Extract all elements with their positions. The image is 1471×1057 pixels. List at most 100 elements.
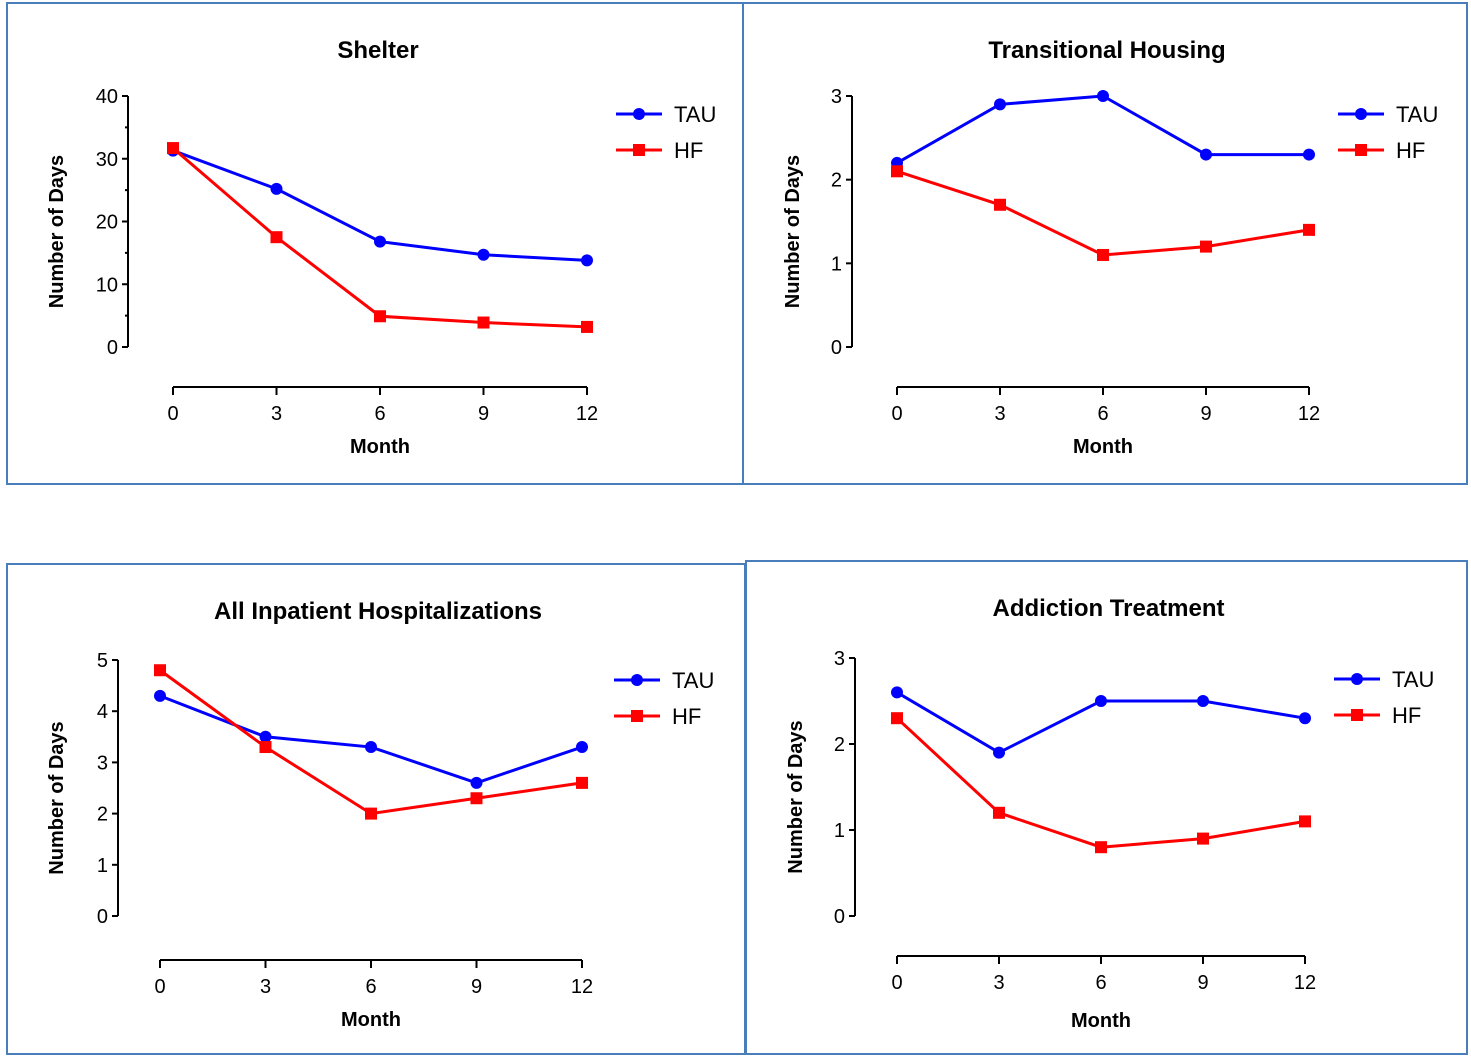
series-line-tau — [159, 694, 583, 785]
data-point-hf — [581, 320, 593, 333]
x-tick-label: 6 — [1095, 972, 1106, 994]
data-point-hf — [1200, 240, 1212, 253]
x-tick-label: 0 — [891, 403, 902, 425]
data-point-tau — [259, 730, 272, 743]
x-tick-label: 6 — [365, 976, 376, 998]
data-point-hf — [470, 792, 483, 805]
y-tick-label: 3 — [97, 752, 108, 774]
data-point-hf — [994, 198, 1006, 211]
data-point-tau — [470, 776, 483, 789]
y-tick-label: 40 — [96, 86, 118, 108]
y-tick-label: 2 — [831, 170, 842, 192]
data-point-tau — [993, 746, 1005, 759]
chart-panel-shelter: Shelter 0 10 20 30 40 Number of Days 0 3 6 9 12 Mont… — [6, 2, 746, 485]
x-tick-label: 9 — [1200, 403, 1211, 425]
series-line-tau — [896, 94, 1309, 165]
legend-label-hf: HF — [672, 704, 701, 729]
legend-marker-tau — [633, 108, 645, 120]
data-point-hf — [1095, 841, 1107, 854]
data-point-tau — [994, 98, 1006, 111]
y-tick-label: 3 — [831, 86, 842, 108]
legend-marker-tau — [1351, 673, 1363, 685]
data-point-hf — [1097, 248, 1109, 261]
chart-panel-transitional-housing: Transitional Housing 0 1 2 3 Number of Days 0 3… — [742, 2, 1468, 485]
x-tick-label: 6 — [374, 403, 385, 425]
chart-panel-all-inpatient-hospitalizations: All Inpatient Hospitalizations 0 1 2 3 4 5 Numb… — [6, 563, 746, 1055]
y-tick-label: 1 — [834, 820, 845, 842]
legend-label-tau: TAU — [1396, 102, 1438, 127]
x-tick-label: 3 — [260, 976, 271, 998]
chart-svg: Shelter 0 10 20 30 40 Number of Days 0 3 6 9 12 Mont… — [46, 37, 716, 458]
data-point-tau — [1097, 90, 1109, 102]
y-tick-label: 1 — [831, 253, 842, 275]
y-tick-label: 0 — [107, 337, 118, 359]
series-line-hf — [895, 717, 1306, 849]
x-tick-label: 9 — [471, 976, 482, 998]
data-point-tau — [477, 248, 490, 261]
series-line-hf — [896, 169, 1310, 257]
y-tick-label: 0 — [97, 906, 108, 928]
x-tick-label: 0 — [167, 403, 178, 425]
x-tick-label: 6 — [1097, 403, 1108, 425]
y-tick-label: 2 — [834, 734, 845, 756]
x-axis-label: Month — [341, 1009, 401, 1031]
data-point-tau — [576, 741, 588, 754]
chart-title: Shelter — [337, 37, 418, 64]
y-axis-label: Number of Days — [46, 721, 68, 874]
y-axis-label: Number of Days — [782, 155, 804, 308]
y-tick-label: 20 — [96, 212, 118, 234]
data-point-hf — [374, 310, 386, 323]
data-point-hf — [259, 741, 272, 754]
data-point-hf — [1299, 815, 1311, 828]
y-axis-label: Number of Days — [785, 720, 807, 873]
legend-label-tau: TAU — [1392, 667, 1434, 692]
data-point-hf — [1303, 223, 1315, 236]
legend-label-hf: HF — [1396, 138, 1425, 163]
legend-marker-hf — [1355, 144, 1367, 156]
data-point-hf — [576, 776, 588, 789]
data-point-hf — [477, 316, 490, 329]
chart-title: Transitional Housing — [988, 37, 1225, 64]
x-tick-label: 9 — [1197, 972, 1208, 994]
x-axis-label: Month — [1071, 1010, 1131, 1032]
y-tick-label: 4 — [97, 701, 108, 723]
data-point-tau — [891, 686, 903, 699]
x-tick-label: 3 — [271, 403, 282, 425]
y-tick-label: 2 — [97, 804, 108, 826]
data-point-hf — [993, 806, 1005, 819]
chart-svg: All Inpatient Hospitalizations012345Numb… — [46, 598, 714, 1031]
chart-title: All Inpatient Hospitalizations — [214, 598, 542, 625]
data-point-hf — [891, 712, 903, 725]
x-tick-label: 0 — [891, 972, 902, 994]
y-tick-label: 0 — [831, 337, 842, 359]
data-point-hf — [167, 142, 179, 155]
legend-marker-hf — [633, 144, 645, 156]
data-point-tau — [270, 182, 283, 195]
data-point-tau — [365, 741, 377, 754]
data-point-tau — [581, 254, 593, 267]
data-point-tau — [374, 235, 386, 248]
data-point-hf — [1197, 832, 1209, 845]
data-point-tau — [1200, 148, 1212, 161]
data-point-tau — [1303, 148, 1315, 161]
y-tick-label: 10 — [96, 274, 118, 296]
x-tick-label: 0 — [154, 976, 165, 998]
x-tick-label: 12 — [576, 403, 598, 425]
x-axis-label: Month — [1073, 436, 1133, 458]
x-tick-label: 12 — [571, 976, 593, 998]
legend-marker-hf — [1351, 709, 1363, 721]
chart-panel-addiction-treatment: Addiction Treatment 0 1 2 3 Number of Days 0 3 6… — [745, 560, 1468, 1055]
legend-marker-tau — [1355, 108, 1367, 120]
legend-label-tau: TAU — [672, 668, 714, 693]
data-point-tau — [154, 689, 166, 702]
data-point-hf — [154, 664, 166, 677]
x-tick-label: 12 — [1298, 403, 1320, 425]
x-tick-label: 3 — [994, 403, 1005, 425]
legend-marker-hf — [631, 710, 643, 722]
data-point-hf — [365, 807, 377, 820]
y-tick-label: 1 — [97, 855, 108, 877]
legend-label-tau: TAU — [674, 102, 716, 127]
chart-title: Addiction Treatment — [992, 595, 1224, 622]
